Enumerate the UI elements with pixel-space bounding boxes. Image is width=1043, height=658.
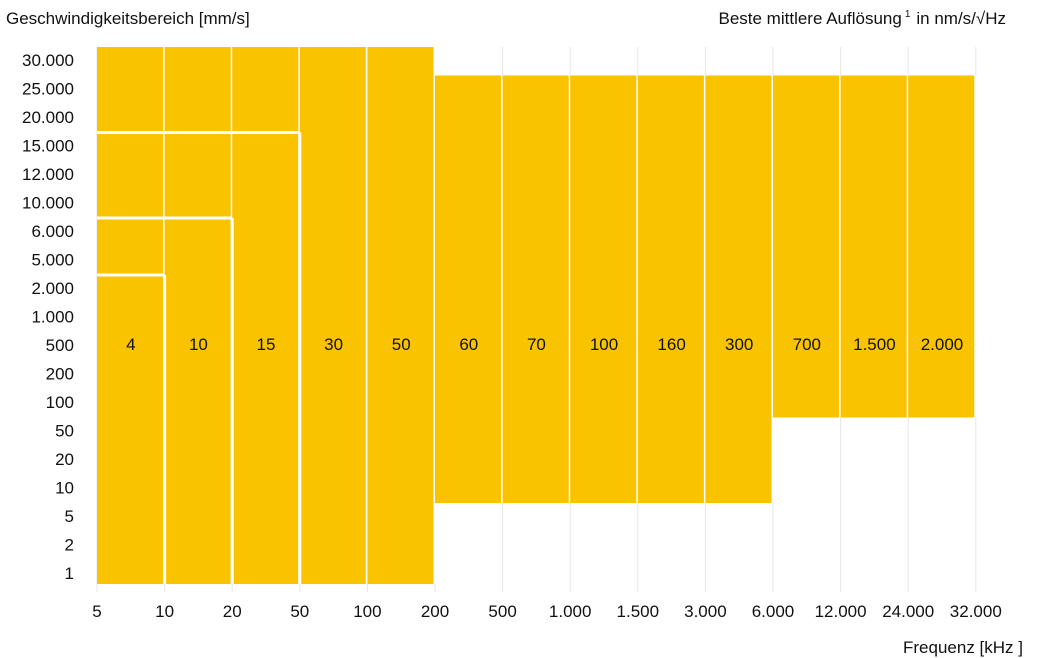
resolution-title-unit: in nm/s/√Hz xyxy=(916,9,1006,28)
y-tick-label: 20.000 xyxy=(22,108,74,127)
bars xyxy=(97,47,978,584)
bar-label: 60 xyxy=(459,335,478,354)
y-tick-label: 1.000 xyxy=(31,308,74,327)
bar-30 xyxy=(299,47,368,584)
bar-label: 10 xyxy=(189,335,208,354)
y-tick-label: 50 xyxy=(55,422,74,441)
bar-4 xyxy=(97,47,165,584)
bar-label: 1.500 xyxy=(853,335,896,354)
x-tick-label: 3.000 xyxy=(684,602,727,621)
x-tick-label: 32.000 xyxy=(950,602,1002,621)
y-tick-label: 30.000 xyxy=(22,51,74,70)
y-tick-label: 2 xyxy=(65,536,74,555)
bar-100 xyxy=(570,75,638,503)
bar-label: 30 xyxy=(324,335,343,354)
x-tick-label: 100 xyxy=(353,602,381,621)
resolution-title: Beste mittlere Auflösung 1 in nm/s/√Hz xyxy=(718,9,1006,28)
bar-label: 2.000 xyxy=(921,335,964,354)
x-tick-label: 50 xyxy=(290,602,309,621)
y-tick-label: 25.000 xyxy=(22,80,74,99)
x-tick-label: 1.000 xyxy=(549,602,592,621)
y-tick-label: 500 xyxy=(46,336,74,355)
bar-label: 70 xyxy=(527,335,546,354)
bar-70 xyxy=(502,75,571,503)
bar-60 xyxy=(435,75,503,503)
x-tick-label: 5 xyxy=(92,602,101,621)
bar-label: 160 xyxy=(657,335,685,354)
x-axis-title: Frequenz [kHz ] xyxy=(903,638,1023,657)
bar-label: 4 xyxy=(126,335,135,354)
y-tick-label: 5.000 xyxy=(31,251,74,270)
bar-1.500 xyxy=(840,75,909,418)
bar-label: 15 xyxy=(257,335,276,354)
bar-15 xyxy=(232,47,300,584)
bar-label: 100 xyxy=(590,335,618,354)
y-tick-label: 100 xyxy=(46,393,74,412)
y-tick-label: 1 xyxy=(65,564,74,583)
bar-300 xyxy=(705,75,773,503)
resolution-title-text: Beste mittlere Auflösung xyxy=(718,9,901,28)
y-tick-label: 6.000 xyxy=(31,222,74,241)
x-tick-label: 12.000 xyxy=(815,602,867,621)
bar-700 xyxy=(773,75,841,418)
x-tick-label: 20 xyxy=(223,602,242,621)
x-tick-label: 1.500 xyxy=(617,602,660,621)
bar-label: 300 xyxy=(725,335,753,354)
y-tick-label: 200 xyxy=(46,365,74,384)
y-tick-label: 10 xyxy=(55,479,74,498)
bar-labels: 4 10 15 30 50 60 70 100 160 300 700 1.500 2.000 xyxy=(126,335,963,354)
bar-2.000 xyxy=(908,75,976,418)
x-tick-label: 6.000 xyxy=(752,602,795,621)
x-tick-label: 200 xyxy=(421,602,449,621)
y-tick-label: 5 xyxy=(65,507,74,526)
resolution-title-superscript: 1 xyxy=(905,9,911,20)
bar-label: 50 xyxy=(392,335,411,354)
x-tick-label: 10 xyxy=(155,602,174,621)
bar-50 xyxy=(367,47,435,584)
y-axis-title: Geschwindigkeitsbereich [mm/s] xyxy=(6,9,250,28)
bar-label: 700 xyxy=(793,335,821,354)
bar-160 xyxy=(637,75,706,503)
y-tick-label: 12.000 xyxy=(22,165,74,184)
y-tick-label: 10.000 xyxy=(22,194,74,213)
y-axis-ticks: 1 2 5 10 20 50 100 200 500 1.000 2.000 5.000 6.000 10… xyxy=(22,51,74,583)
x-tick-label: 500 xyxy=(488,602,516,621)
range-outlines xyxy=(97,131,302,584)
y-tick-label: 20 xyxy=(55,450,74,469)
y-tick-label: 2.000 xyxy=(31,279,74,298)
x-axis-ticks: 5 10 20 50 100 200 500 1.000 1.500 3.000 6.000 12.0… xyxy=(92,602,1002,621)
y-tick-label: 15.000 xyxy=(22,137,74,156)
x-tick-label: 24.000 xyxy=(882,602,934,621)
bar-10 xyxy=(164,47,233,584)
